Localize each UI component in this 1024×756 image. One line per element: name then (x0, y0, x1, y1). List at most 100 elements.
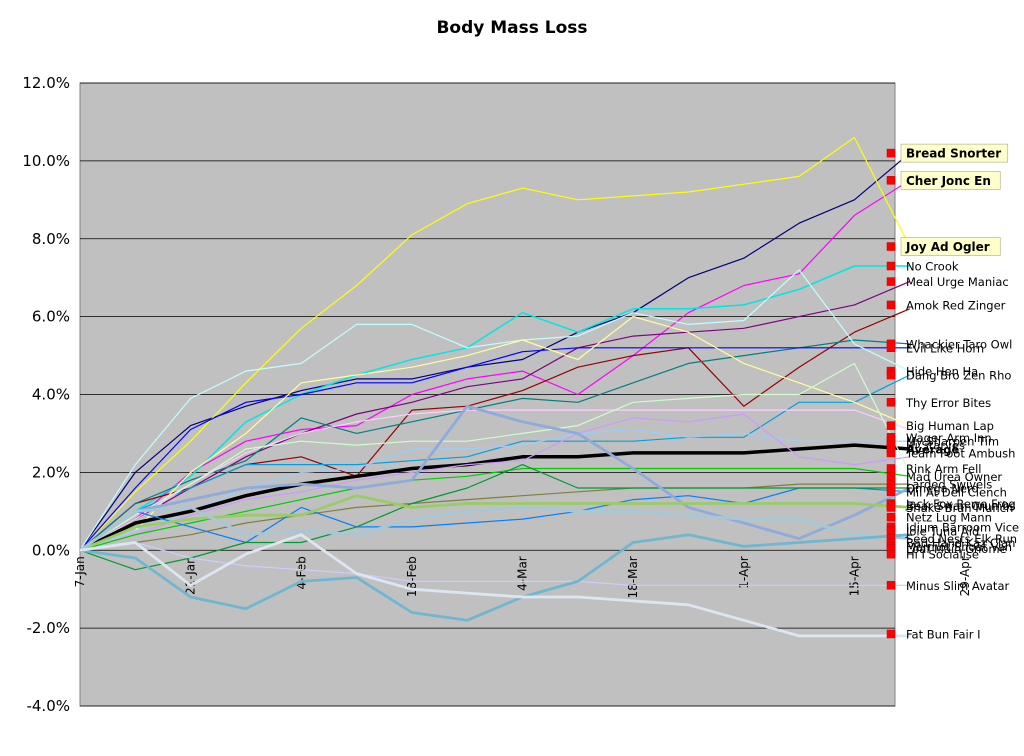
series-line (79, 464, 910, 571)
series-line (79, 265, 910, 551)
series-end-marker (886, 472, 896, 481)
highlight-box (900, 171, 1001, 190)
series-end-marker (886, 277, 896, 286)
series-label: Hide Hen Ha (906, 365, 978, 379)
series-label: Dang Bro Zen Rho (906, 369, 1011, 383)
y-tick-label: 8.0% (32, 230, 70, 248)
series-line (79, 362, 911, 551)
highlight-box (900, 143, 1009, 163)
series-label: Bread Snorter (906, 147, 1001, 161)
series-end-marker (886, 512, 896, 522)
y-tick-label: 4.0% (32, 386, 70, 404)
x-tick-label: 21-Jan (184, 556, 198, 595)
series-label: Fat Bun Fair I (906, 627, 980, 641)
series-end-marker (886, 581, 896, 590)
series-line (79, 533, 910, 622)
series-end-marker (886, 398, 896, 407)
series-line (79, 409, 910, 551)
series-label: Wager Arm Inn (906, 431, 992, 445)
series-label: Minus Slim Avatar (906, 579, 1009, 593)
series-line (79, 404, 911, 552)
series-label: Snake Bran Munch (906, 501, 1013, 515)
series-line (79, 413, 910, 551)
series-line (79, 487, 910, 551)
series-end-marker (886, 370, 896, 380)
series-label: Hi Starves (906, 439, 965, 453)
series-end-marker (886, 503, 896, 512)
series-label: Jack Fox Rewo Frog (905, 497, 1016, 511)
series-label: My Sharpen Tim (906, 435, 999, 449)
series-label: Evil Like Horn (906, 341, 984, 355)
series-line (79, 483, 910, 551)
series-label: Bad Hand Kaz Clan (906, 536, 1015, 550)
series-label: Mad Urea Owner (906, 470, 1002, 484)
series-end-marker (886, 300, 896, 310)
series-line (79, 269, 910, 551)
series-line (79, 347, 910, 551)
series-end-marker (886, 487, 896, 497)
series-end-marker (886, 421, 896, 430)
series-end-marker (886, 526, 896, 536)
series-end-marker (886, 176, 896, 185)
series-label: Larded Swivels (906, 478, 992, 492)
series-label: Big Human Lap (906, 419, 994, 433)
series-label: Rink Arm Fell (906, 462, 982, 476)
series-line (79, 281, 910, 551)
series-end-marker (886, 242, 896, 251)
highlight-box (900, 237, 1001, 256)
series-label: Team Foot Ambush (905, 446, 1015, 460)
series-line (79, 428, 910, 551)
series-label: Whackier Taro Owl (906, 337, 1012, 351)
x-tick-label: 7-Jan (73, 556, 87, 587)
x-tick-label: 18-Mar (626, 556, 640, 598)
series-label: Meal Urge Maniac (906, 275, 1009, 289)
chart-title: Body Mass Loss (436, 18, 588, 38)
series-label: Joie Tuna Aid (905, 524, 979, 538)
series-line (79, 541, 910, 586)
series-end-marker (886, 343, 896, 353)
series-line (79, 339, 910, 551)
series-line (79, 136, 911, 551)
x-tick-label: 1-Apr (737, 556, 751, 589)
series-label: Thy Error Bites (905, 396, 991, 410)
series-label: Marmot Shoat Van (906, 540, 1012, 554)
series-label: Netz Lug Mann (906, 511, 992, 525)
series-label: Seed Nests Elk Run (906, 532, 1017, 546)
series-end-marker (886, 261, 896, 271)
series-line (79, 443, 910, 552)
series-end-marker (886, 148, 896, 158)
series-label: Cher Jonc En (906, 174, 991, 188)
series-end-marker (886, 464, 896, 473)
series-label: Omega Nerd (906, 481, 979, 495)
series-label: Mil At Dell Clench (906, 485, 1007, 499)
series-label: No Crook (906, 260, 959, 274)
series-end-marker (886, 629, 896, 639)
series-line (79, 533, 910, 638)
series-label: Hi I Socialise (906, 548, 979, 562)
y-tick-label: 10.0% (22, 152, 70, 170)
series-line (79, 179, 911, 551)
y-tick-label: -4.0% (26, 697, 70, 715)
series-end-marker (886, 448, 896, 458)
x-tick-label: 4-Mar (516, 556, 530, 591)
series-line (79, 374, 910, 551)
y-tick-label: 12.0% (22, 74, 70, 92)
series-label: Average (906, 443, 959, 457)
series-label: Joy Ad Ogler (905, 240, 990, 254)
series-label: Amok Red Zinger (906, 298, 1006, 312)
series-label: Bear Swan Crumbs (906, 499, 1016, 513)
y-tick-label: 6.0% (32, 308, 70, 326)
series-line (79, 494, 910, 552)
series-label: Loaf Main Gnome (906, 542, 1007, 556)
series-end-marker (886, 549, 896, 559)
series-line (79, 505, 910, 552)
x-tick-label: 29-Apr (958, 556, 972, 596)
y-tick-label: 2.0% (32, 463, 70, 481)
series-label: Idium Barroom Vice (906, 520, 1019, 534)
y-tick-label: 0.0% (32, 541, 70, 559)
x-tick-label: 18-Feb (405, 556, 419, 597)
x-tick-label: 15-Apr (847, 556, 861, 596)
y-tick-label: -2.0% (26, 619, 70, 637)
series-line (79, 316, 910, 551)
